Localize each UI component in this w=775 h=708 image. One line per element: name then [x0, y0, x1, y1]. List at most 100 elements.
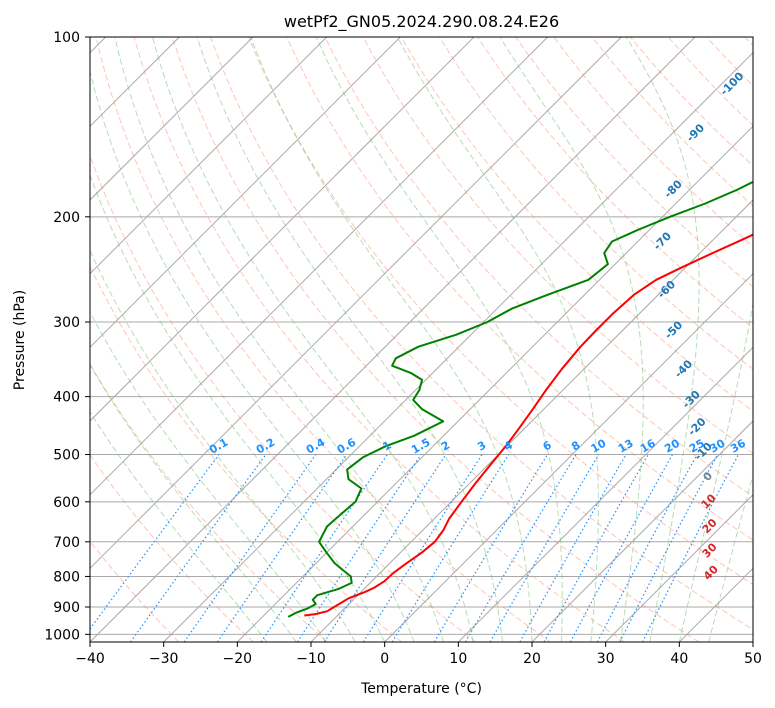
mixing-ratio-line	[433, 454, 549, 642]
isotherm-line	[90, 37, 401, 349]
temperature-line	[304, 233, 753, 617]
mixing-ratio-line	[260, 454, 388, 642]
isotherm-line	[90, 37, 328, 275]
mixing-ratio-line	[296, 454, 422, 642]
dry-adiabat-line	[133, 37, 625, 642]
mixing-ratio-line	[183, 454, 317, 642]
moist-adiabat-line	[708, 473, 753, 642]
y-tick-label: 700	[53, 535, 80, 551]
mixing-ratio-line	[130, 454, 267, 642]
x-tick-label: 0	[380, 651, 389, 667]
moist-adiabat-line	[90, 249, 356, 642]
y-tick-label: 800	[53, 569, 80, 585]
y-tick-label: 900	[53, 600, 80, 616]
y-axis-ticks: 100 200 300 400 500 600 700 800 900 1000	[44, 30, 90, 643]
moist-adiabat-line	[90, 69, 415, 642]
y-tick-label: 500	[53, 448, 80, 464]
isotherm-line	[310, 199, 753, 642]
moist-adiabat-line	[196, 37, 503, 642]
moist-adiabat-line	[152, 37, 474, 642]
dry-adiabat-line	[90, 154, 477, 642]
dry-adiabat-line	[95, 37, 551, 642]
y-axis-label: Pressure (hPa)	[12, 290, 28, 390]
x-tick-label: −10	[296, 651, 326, 667]
mixing-ratio-label: 4	[502, 438, 515, 453]
x-tick-label: −30	[149, 651, 179, 667]
dry-adiabat-line	[591, 37, 753, 207]
dry-adiabat-line	[90, 363, 328, 642]
adiabat-label: -60	[655, 278, 678, 301]
background-lines	[90, 37, 753, 642]
chart-title: wetPf2_GN05.2024.290.08.24.E26	[284, 12, 559, 32]
x-tick-label: 20	[523, 651, 541, 667]
mixing-ratio-line	[569, 454, 673, 642]
moist-adiabat-line	[625, 37, 700, 642]
isotherm-line	[90, 37, 696, 642]
mixing-ratio-label: 3	[475, 439, 488, 454]
moist-adiabat-line	[90, 310, 327, 642]
adiabat-label: -40	[672, 357, 695, 380]
mixing-ratio-line	[362, 454, 483, 642]
y-tick-label: 200	[53, 210, 80, 226]
dry-adiabat-line	[210, 37, 753, 631]
isotherm-line	[752, 641, 753, 642]
dry-adiabat-line	[324, 37, 753, 498]
mixing-ratio-line	[464, 454, 577, 642]
mixing-ratio-line	[596, 454, 698, 642]
plot-frame	[89, 36, 754, 643]
isotherm-line	[531, 420, 753, 642]
dry-adiabat-line	[90, 265, 403, 642]
mixing-ratio-label: 0.4	[304, 435, 328, 456]
mixing-ratio-label: 2	[439, 439, 452, 454]
adiabat-label: 20	[700, 516, 720, 536]
dry-adiabat-line	[553, 37, 753, 247]
mixing-ratio-line	[216, 454, 348, 642]
y-tick-label: 600	[53, 495, 80, 511]
mixing-ratio-label: 13	[616, 437, 636, 456]
adiabat-label: -90	[684, 121, 707, 144]
dry-adiabat-line	[171, 37, 700, 642]
y-tick-label: 100	[53, 30, 80, 46]
isotherm-line	[90, 37, 254, 201]
dewpoint-line	[287, 180, 753, 618]
isotherm-line	[90, 37, 549, 496]
y-tick-label: 300	[53, 315, 80, 331]
moist-adiabat-line	[90, 411, 268, 642]
isotherm-line	[163, 51, 753, 642]
mixing-ratio-label: 6	[541, 438, 554, 453]
mixing-ratio-line	[489, 454, 600, 642]
mixing-ratio-label: 20	[662, 436, 682, 455]
adiabat-label: 30	[700, 540, 720, 560]
dry-adiabat-line	[362, 37, 753, 455]
moist-adiabat-line	[396, 37, 599, 642]
adiabat-label: 10	[699, 491, 719, 511]
x-tick-label: 30	[597, 651, 615, 667]
dry-adiabat-line	[438, 37, 753, 370]
x-tick-label: 40	[670, 651, 688, 667]
dry-adiabat-line	[668, 37, 753, 127]
isotherm-line	[90, 37, 475, 422]
x-tick-label: 10	[449, 651, 467, 667]
dry-adiabat-line	[744, 37, 753, 47]
mixing-ratio-line	[323, 454, 447, 642]
adiabat-label: 40	[701, 563, 721, 583]
dry-adiabat-line	[515, 37, 753, 288]
y-tick-label: 1000	[44, 627, 80, 643]
dry-adiabat-line	[90, 453, 254, 642]
mixing-ratio-label: 0.1	[207, 436, 230, 457]
mixing-ratio-label: 1.5	[409, 436, 432, 457]
profile-series	[287, 180, 753, 618]
mixing-ratio-label: 1	[380, 439, 393, 454]
x-tick-label: 50	[744, 651, 762, 667]
moist-adiabat-line	[90, 363, 297, 642]
dry-adiabat-line	[629, 37, 753, 167]
moist-adiabat-line	[250, 37, 533, 642]
moist-adiabat-line	[499, 37, 644, 642]
mixing-ratio-label: 10	[589, 436, 609, 455]
adiabat-label: -100	[718, 69, 747, 98]
adiabat-label: -70	[651, 229, 674, 252]
isotherm-line	[605, 493, 753, 642]
adiabat-label: -30	[680, 388, 703, 411]
isotherm-line	[236, 125, 753, 642]
moist-adiabat-line	[114, 37, 445, 642]
